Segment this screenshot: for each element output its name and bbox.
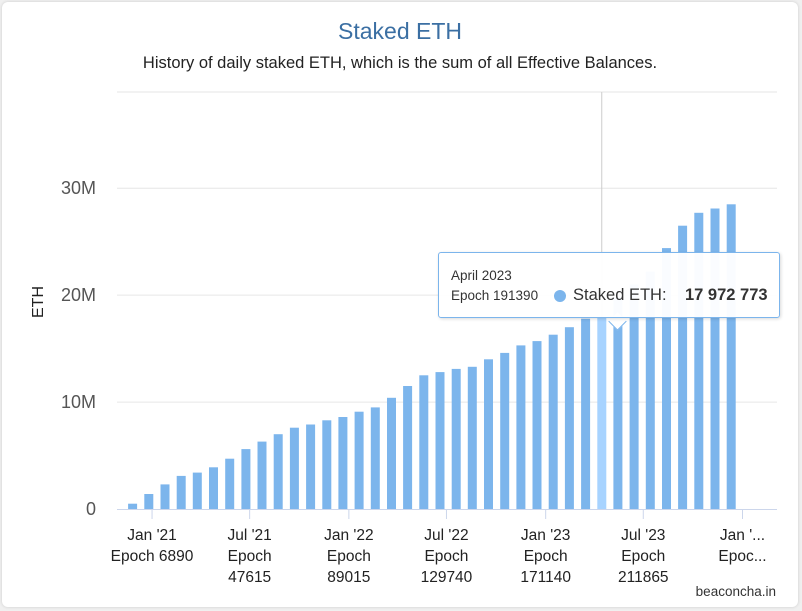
- bar[interactable]: [144, 494, 154, 509]
- x-tick-sublabel: Epoch: [424, 548, 468, 565]
- bar[interactable]: [128, 503, 138, 509]
- bar[interactable]: [629, 284, 639, 510]
- x-tick-label: Jul '21: [227, 527, 271, 544]
- bar[interactable]: [726, 204, 736, 510]
- x-tick-sublabel: Epoch: [524, 548, 568, 565]
- x-tick-label: Jul '22: [424, 527, 468, 544]
- x-tick-sublabel: Epoch: [327, 548, 371, 565]
- x-tick-sublabel: Epoch: [228, 548, 272, 565]
- x-tick-sublabel: Epoc...: [718, 548, 766, 565]
- bar[interactable]: [338, 417, 348, 509]
- bar[interactable]: [451, 368, 461, 509]
- bar[interactable]: [694, 212, 704, 510]
- tooltip-epoch: Epoch 191390: [451, 288, 539, 303]
- y-tick-label: 10M: [61, 392, 96, 412]
- x-tick-sublabel-number: 129740: [421, 569, 473, 586]
- bar[interactable]: [306, 424, 316, 510]
- x-tick-label: Jan '23: [521, 527, 571, 544]
- tooltip-series-label: Staked ETH:: [573, 286, 667, 304]
- bar[interactable]: [289, 427, 299, 509]
- x-tick-label: Jan '...: [720, 527, 765, 544]
- bar[interactable]: [662, 248, 671, 509]
- bar[interactable]: [160, 484, 170, 509]
- x-tick-label: Jul '23: [621, 527, 665, 544]
- bar[interactable]: [241, 449, 251, 509]
- bar[interactable]: [257, 441, 267, 509]
- bar[interactable]: [192, 472, 202, 509]
- bar[interactable]: [581, 318, 591, 509]
- x-tick-sublabel-number: 47615: [228, 569, 271, 586]
- tooltip-date: April 2023: [451, 268, 512, 283]
- axes: 0 10M 20M 30M Jan '21 Epoch 6890 Jul '21 Epoch 4…: [61, 178, 777, 586]
- bar[interactable]: [710, 208, 720, 510]
- bar[interactable]: [516, 345, 526, 509]
- bar[interactable]: [419, 375, 429, 509]
- bar-highlighted[interactable]: [597, 316, 607, 509]
- bar[interactable]: [564, 327, 574, 509]
- bar[interactable]: [500, 352, 510, 509]
- x-tick-sublabel-number: 171140: [520, 569, 571, 586]
- x-tick-sublabel: Epoch: [621, 548, 665, 565]
- bar[interactable]: [354, 411, 364, 509]
- bar[interactable]: [273, 434, 283, 509]
- bar[interactable]: [532, 341, 542, 509]
- x-tick-sublabel-number: 211865: [618, 569, 669, 586]
- y-tick-label: 30M: [61, 178, 96, 198]
- x-tick-label: Jan '22: [324, 527, 374, 544]
- bar[interactable]: [387, 397, 396, 509]
- bar[interactable]: [209, 467, 218, 509]
- tooltip-value: 17 972 773: [685, 286, 768, 304]
- x-tick-sublabel-number: 89015: [327, 569, 370, 586]
- y-tick-label: 0: [86, 499, 96, 519]
- tooltip-series-dot: [554, 290, 566, 302]
- bar[interactable]: [225, 458, 235, 509]
- bar[interactable]: [548, 334, 558, 509]
- chart-title: Staked ETH: [338, 18, 462, 44]
- bar[interactable]: [467, 366, 477, 509]
- chart-subtitle: History of daily staked ETH, which is th…: [142, 54, 658, 72]
- x-tick-sublabel: Epoch 6890: [111, 548, 194, 565]
- bar[interactable]: [484, 359, 493, 509]
- bar[interactable]: [678, 225, 688, 509]
- bar-series[interactable]: [128, 204, 736, 510]
- bar[interactable]: [645, 271, 655, 509]
- bar[interactable]: [322, 420, 332, 509]
- y-axis-title: ETH: [30, 286, 47, 318]
- bar[interactable]: [176, 475, 186, 509]
- credits-link[interactable]: beaconcha.in: [695, 584, 776, 599]
- chart-tooltip: April 2023 Epoch 191390 Staked ETH: 17 9…: [438, 252, 780, 318]
- bar[interactable]: [435, 372, 445, 509]
- bar[interactable]: [613, 297, 623, 509]
- x-tick-label: Jan '21: [127, 527, 177, 544]
- bar[interactable]: [370, 407, 380, 509]
- y-tick-label: 20M: [61, 285, 96, 305]
- bar[interactable]: [403, 386, 413, 509]
